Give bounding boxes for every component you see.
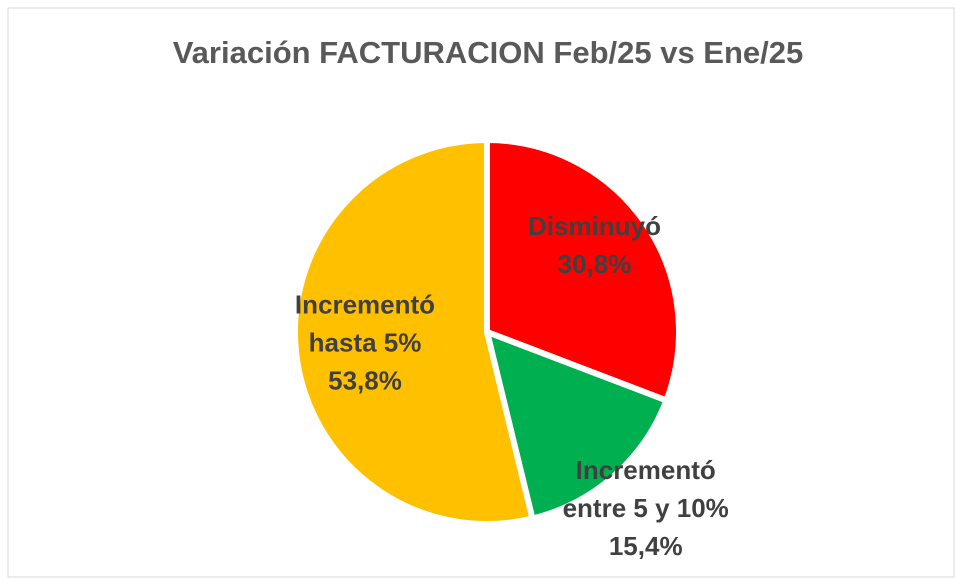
category-label: Incrementó entre 5 y 10% — [563, 455, 729, 523]
category-line: hasta 5% — [309, 328, 422, 358]
pie-slice — [292, 136, 537, 527]
chart-title: Variación FACTURACION Feb/25 vs Ene/25 — [173, 35, 804, 70]
category-line: Incrementó — [295, 290, 435, 320]
category-label: Incrementó hasta 5% — [295, 290, 435, 358]
category-label: Disminuyó — [528, 211, 661, 241]
value-label: 15,4% — [609, 531, 683, 561]
pie-slice — [482, 327, 671, 523]
value-label: 53,8% — [328, 366, 402, 396]
value-label: 30,8% — [558, 249, 632, 279]
category-line: Disminuyó — [528, 211, 661, 241]
pie-slice — [484, 136, 682, 405]
category-line: Incrementó — [576, 455, 716, 485]
category-line: entre 5 y 10% — [563, 493, 729, 523]
